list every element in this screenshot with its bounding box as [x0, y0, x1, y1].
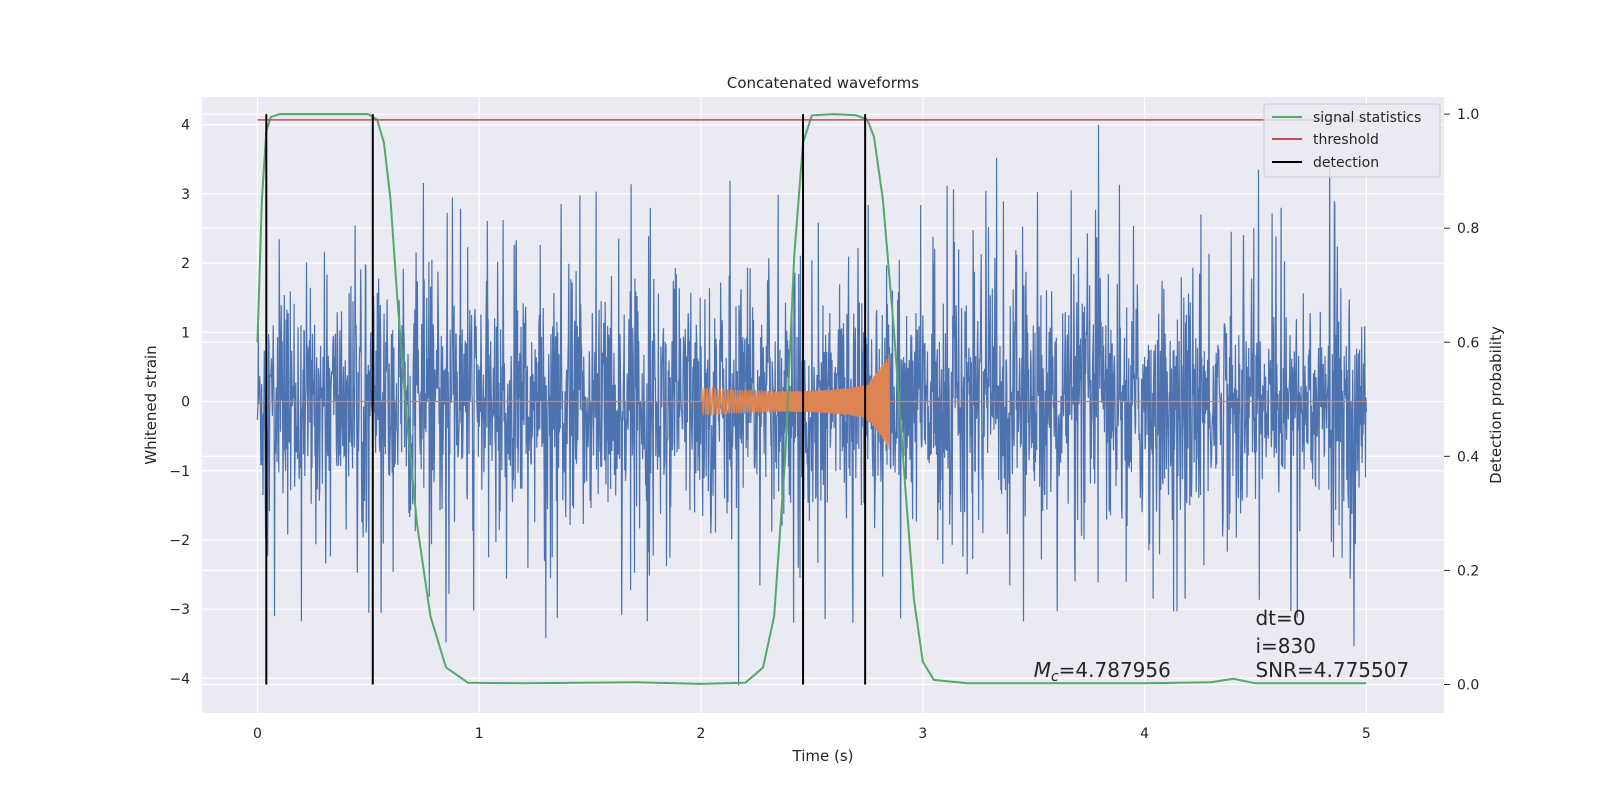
legend-label-signal-statistics: signal statistics [1313, 110, 1421, 126]
x-tick-label: 2 [697, 726, 706, 742]
y-tick-label: 4 [181, 118, 190, 134]
x-tick-label: 5 [1362, 726, 1371, 742]
legend: signal statistics threshold detection [1263, 103, 1441, 178]
series-detection-lines [265, 114, 867, 685]
y2-tick-label: 0.0 [1457, 677, 1479, 693]
y-tick-label: 1 [181, 325, 190, 341]
x-tick-label: 1 [475, 726, 484, 742]
y-tick-label: 0 [181, 395, 190, 411]
y2-tick-label: 0.6 [1457, 335, 1479, 351]
legend-label-detection: detection [1313, 155, 1379, 171]
y2-tick-label: 1.0 [1457, 107, 1479, 123]
y-tick-label: −3 [169, 602, 190, 618]
y2-tick-label: 0.8 [1457, 221, 1479, 237]
legend-label-threshold: threshold [1313, 132, 1379, 148]
x-tick-label: 3 [918, 726, 927, 742]
plot-area [256, 113, 1367, 686]
y-axis-title: Whitened strain [142, 345, 160, 464]
series-signal-statistics-line [256, 113, 1367, 685]
chart-title: Concatenated waveforms [727, 74, 919, 92]
annotation-dt: dt=0 [1255, 606, 1305, 630]
y-tick-label: −4 [169, 671, 190, 687]
y-tick-label: −1 [169, 464, 190, 480]
series-strain-line [256, 124, 1367, 686]
annotation-snr: SNR=4.775507 [1255, 658, 1409, 682]
y2-axis-title: Detection probability [1487, 326, 1505, 484]
x-axis-title: Time (s) [792, 747, 854, 765]
annotation-mc: Mc=4.787956 [1034, 658, 1171, 685]
y2-axis-ticks: 1.0 0.8 0.6 0.4 0.2 0.0 [1444, 107, 1479, 693]
legend-box [1263, 103, 1441, 178]
x-tick-label: 0 [253, 726, 262, 742]
x-tick-label: 4 [1140, 726, 1149, 742]
x-axis-ticks: 0 1 2 3 4 5 [253, 726, 1371, 742]
y-tick-label: 2 [181, 256, 190, 272]
y-tick-label: −2 [169, 533, 190, 549]
y2-tick-label: 0.4 [1457, 449, 1479, 465]
y-axis-ticks: 4 3 2 1 0 −1 −2 −3 −4 [169, 118, 190, 688]
y2-tick-label: 0.2 [1457, 563, 1479, 579]
series-template-line [257, 354, 1367, 450]
annotation-i: i=830 [1255, 634, 1316, 658]
y-tick-label: 3 [181, 187, 190, 203]
